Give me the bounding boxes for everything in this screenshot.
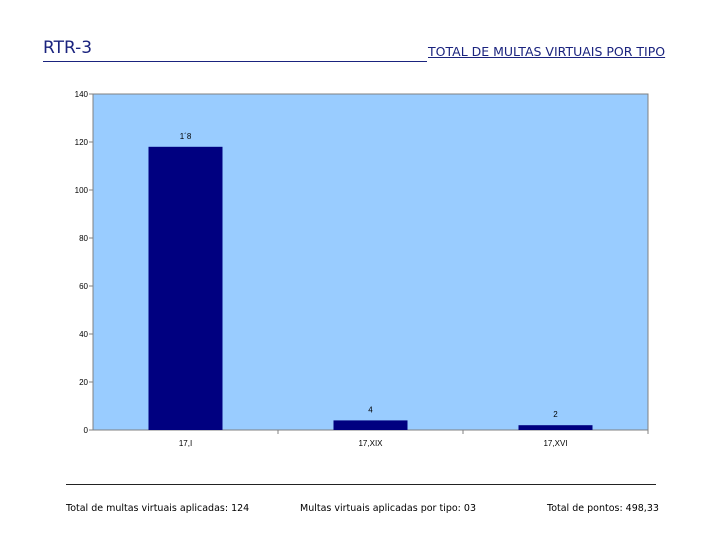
footer-per-type: Multas virtuais aplicadas por tipo: 03 <box>300 503 476 514</box>
y-tick-label: 120 <box>75 138 89 147</box>
x-tick-label: 17,I <box>179 439 192 448</box>
y-tick-label: 20 <box>79 378 88 387</box>
footer-total-points: Total de pontos: 498,33 <box>547 503 659 514</box>
report-title: TOTAL DE MULTAS VIRTUAIS POR TIPO <box>428 44 666 59</box>
x-tick-label: 17,XVI <box>543 439 567 448</box>
footer-divider <box>66 484 656 485</box>
bar-data-label: 2 <box>553 410 558 419</box>
y-tick-label: 80 <box>79 234 88 243</box>
report-header-line <box>43 61 427 62</box>
bar <box>518 425 593 430</box>
y-tick-label: 60 <box>79 282 88 291</box>
y-tick-label: 140 <box>75 90 89 99</box>
bar <box>148 146 223 431</box>
footer-total-applied: Total de multas virtuais aplicadas: 124 <box>66 503 250 514</box>
bar-chart: 0 20 40 60 80 100 120 140 1´8 17,I 4 17,XIX 2 17,XVI <box>75 90 649 448</box>
y-tick-label: 40 <box>79 330 88 339</box>
bar-data-label: 4 <box>368 405 373 414</box>
x-tick-label: 17,XIX <box>358 439 383 448</box>
y-tick-label: 100 <box>75 186 89 195</box>
y-tick-label: 0 <box>84 426 89 435</box>
bar <box>333 420 408 430</box>
bar-data-label: 1´8 <box>180 132 192 141</box>
report-code: RTR-3 <box>43 38 93 58</box>
